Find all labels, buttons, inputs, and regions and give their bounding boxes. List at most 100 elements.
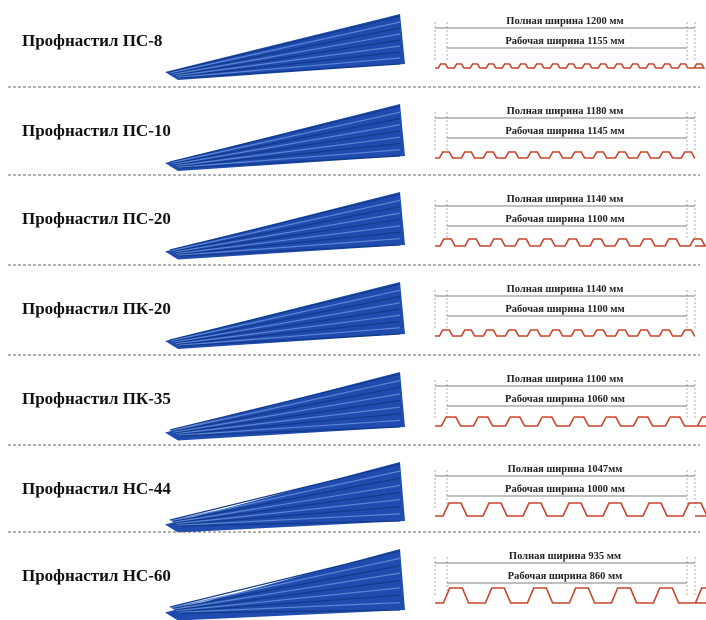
sheet-rib [176, 45, 401, 77]
product-row: Профнастил НС-60 Полная ширина 935 мм Рабо… [22, 549, 706, 620]
sheet-rib [172, 117, 401, 165]
product-row: Профнастил ПС-20 Полная ширина 1140 мм Раб… [8, 192, 706, 266]
sheet-rib [178, 602, 401, 613]
product-row: Профнастил ПК-20 Полная ширина 1140 мм Раб… [8, 282, 700, 356]
sheet-rib [178, 57, 401, 78]
sheet-rib [173, 212, 401, 253]
sheet-rib [176, 136, 401, 167]
working-width: Рабочая ширина 1100 мм [505, 304, 624, 315]
sheet-rib [171, 289, 401, 342]
working-width: Рабочая ширина 1000 мм [505, 484, 625, 495]
sheet-rib [177, 506, 401, 526]
profile [435, 502, 706, 517]
profile [435, 151, 696, 159]
sheet-rib [176, 406, 401, 435]
sheet-rib [174, 491, 401, 524]
sheet-rib [177, 231, 401, 256]
sheet-rib [169, 550, 401, 608]
product-name: Профнастил НС-44 [22, 479, 171, 498]
full-width: Полная ширина 1140 мм [507, 194, 624, 205]
full-width: Полная ширина 1180 мм [507, 106, 624, 117]
sheet-rib [169, 463, 401, 521]
product-name: Профнастил ПС-8 [22, 31, 162, 50]
product-name: Профнастил ПК-20 [22, 299, 171, 318]
working-width: Рабочая ширина 1100 мм [505, 214, 624, 225]
sheet-rib [177, 320, 401, 346]
product-row: Профнастил ПС-10 Полная ширина 1180 мм Раб… [8, 104, 700, 176]
sheet-rib [179, 520, 401, 527]
working-width: Рабочая ширина 1155 мм [505, 36, 624, 47]
profile [435, 587, 706, 604]
sheet-rib [179, 609, 401, 614]
sheet-rib [173, 302, 401, 343]
sheet-rib [177, 413, 401, 436]
product-row: Профнастил ПС-8 Полная ширина 1200 мм Рабо… [8, 14, 706, 88]
sheet-rib [172, 565, 401, 610]
product-name: Профнастил ПС-20 [22, 209, 171, 228]
sheet-rib [177, 142, 401, 168]
sheet-rib [171, 557, 401, 609]
full-width: Полная ширина 1100 мм [507, 374, 624, 385]
sheet-rib [176, 587, 401, 612]
sheet-rib [169, 15, 401, 73]
sheet-rib [173, 393, 401, 433]
profile [435, 329, 696, 337]
sheet-rib [178, 238, 401, 256]
profile [435, 416, 706, 427]
sheet-rib [172, 477, 401, 523]
sheet-rib [169, 193, 401, 251]
product-name: Профнастил ПС-10 [22, 121, 171, 140]
sheet-rib [179, 155, 401, 169]
working-width: Рабочая ширина 1145 мм [505, 126, 624, 137]
sheet-rib [176, 499, 401, 525]
full-width: Полная ширина 1140 мм [507, 284, 624, 295]
sheet-rib [171, 111, 401, 164]
sheet-rib [174, 39, 401, 76]
sheet-rib [179, 244, 401, 257]
working-width: Рабочая ширина 860 мм [508, 571, 623, 582]
profile [435, 238, 706, 247]
sheet-rib [173, 124, 401, 165]
sheet-rib [171, 380, 401, 432]
full-width: Полная ширина 1047мм [508, 464, 623, 475]
sheet-rib [179, 63, 401, 79]
sheet-rib [178, 513, 401, 526]
sheet-rib [179, 333, 401, 347]
sheet-rib [174, 399, 401, 434]
sheet-rib [174, 308, 401, 344]
sheet-rib [173, 33, 401, 75]
sheet-rib [172, 206, 401, 253]
sheet-rib [174, 579, 401, 611]
sheet-rib [169, 283, 401, 341]
sheet [165, 462, 405, 533]
working-width: Рабочая ширина 1060 мм [505, 394, 625, 405]
product-name: Профнастил НС-60 [22, 566, 171, 585]
sheet-rib [177, 51, 401, 78]
sheet-rib [169, 105, 401, 163]
sheet-rib [174, 130, 401, 166]
sheet-rib [178, 419, 401, 436]
sheet-rib [171, 199, 401, 252]
sheet [165, 549, 405, 620]
product-row: Профнастил НС-44 Полная ширина 1047мм Рабо… [8, 462, 706, 533]
sheet-rib [172, 295, 401, 343]
product-name: Профнастил ПК-35 [22, 389, 171, 408]
sheet-rib [172, 27, 401, 75]
sheet-rib [178, 327, 401, 346]
sheet-rib [169, 373, 401, 431]
product-row: Профнастил ПК-35 Полная ширина 1100 мм Раб… [8, 372, 706, 446]
sheet-rib [177, 594, 401, 613]
sheet-rib [174, 218, 401, 254]
sheet-rib [173, 572, 401, 610]
sheet-rib [178, 149, 401, 168]
sheet-rib [171, 470, 401, 522]
sheet-rib [171, 21, 401, 74]
sheet-rib [176, 225, 401, 255]
full-width: Полная ширина 935 мм [509, 551, 621, 562]
sheet-rib [172, 386, 401, 433]
profile [435, 63, 706, 69]
sheet-rib [173, 484, 401, 523]
full-width: Полная ширина 1200 мм [506, 16, 623, 27]
